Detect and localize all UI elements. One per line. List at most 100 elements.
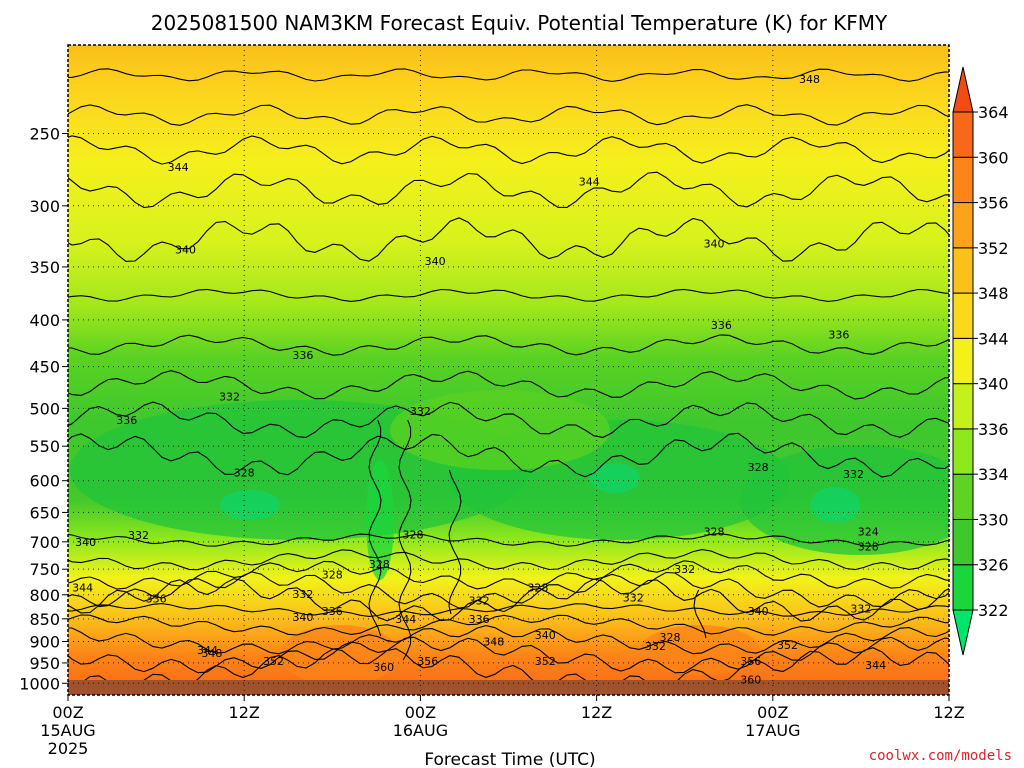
y-tick-label: 550 bbox=[29, 437, 60, 456]
contour-label: 328 bbox=[527, 581, 548, 594]
colorbar-label: 356 bbox=[978, 194, 1009, 213]
contour-label: 340 bbox=[175, 244, 196, 257]
contour-lines bbox=[68, 68, 949, 693]
contour-label: 328 bbox=[322, 568, 343, 581]
contour-label: 344 bbox=[865, 659, 886, 672]
field-blob bbox=[390, 390, 610, 470]
contour-label: 328 bbox=[704, 525, 725, 538]
contour-label: 340 bbox=[704, 238, 725, 251]
colorbar-segment bbox=[952, 564, 974, 611]
colorbar-segment bbox=[952, 292, 974, 339]
contour-line bbox=[68, 370, 949, 400]
contour-line bbox=[368, 419, 382, 637]
colorbar-segment bbox=[952, 473, 974, 520]
colorbar-segment bbox=[952, 383, 974, 430]
contour-label: 332 bbox=[292, 588, 313, 601]
contour-label: 336 bbox=[292, 349, 313, 362]
contour-label: 340 bbox=[292, 611, 313, 624]
contour-line bbox=[693, 589, 707, 639]
contour-label: 336 bbox=[828, 328, 849, 341]
colorbar-segment bbox=[952, 337, 974, 385]
contour-label: 324 bbox=[858, 525, 879, 538]
x-tick-date: 16AUG bbox=[393, 721, 448, 740]
y-tick-label: 850 bbox=[29, 610, 60, 629]
contour-label: 328 bbox=[369, 558, 390, 571]
contour-line bbox=[68, 636, 949, 674]
contour-line bbox=[68, 334, 949, 356]
y-tick-label: 750 bbox=[29, 560, 60, 579]
contour-label: 360 bbox=[740, 673, 761, 686]
terrain-mask bbox=[68, 680, 949, 695]
contour-line bbox=[398, 419, 412, 661]
contour-line bbox=[68, 560, 949, 590]
y-tick-label: 450 bbox=[29, 358, 60, 377]
contour-label: 328 bbox=[403, 528, 424, 541]
contour-label: 332 bbox=[645, 640, 666, 653]
y-tick-label: 600 bbox=[29, 472, 60, 491]
x-tick-date: 15AUG bbox=[40, 721, 95, 740]
chart-title: 2025081500 NAM3KM Forecast Equiv. Potent… bbox=[151, 11, 888, 35]
colorbar-high-arrow bbox=[952, 66, 974, 113]
x-tick-label: 00Z bbox=[405, 703, 436, 722]
contour-label: 340 bbox=[425, 255, 446, 268]
colorbar-low-arrow bbox=[952, 609, 974, 656]
contour-line bbox=[68, 571, 949, 609]
y-tick-label: 400 bbox=[29, 311, 60, 330]
x-tick-label: 00Z bbox=[757, 703, 788, 722]
colorbar-label: 348 bbox=[978, 284, 1009, 303]
contour-label: 360 bbox=[373, 661, 394, 674]
contour-label: 332 bbox=[850, 602, 871, 615]
contour-line bbox=[68, 401, 949, 438]
plot-frame bbox=[67, 44, 950, 696]
contour-label: 352 bbox=[263, 655, 284, 668]
colorbar-label: 340 bbox=[978, 375, 1009, 394]
colorbar-label: 334 bbox=[978, 465, 1009, 484]
contour-label: 336 bbox=[711, 319, 732, 332]
contour-line bbox=[68, 135, 949, 165]
contour-line bbox=[68, 647, 949, 693]
x-tick-label: 12Z bbox=[581, 703, 612, 722]
colorbar-label: 330 bbox=[978, 510, 1009, 529]
y-tick-label: 700 bbox=[29, 533, 60, 552]
contour-label: 352 bbox=[777, 639, 798, 652]
contour-line bbox=[68, 68, 949, 82]
contour-label: 332 bbox=[623, 591, 644, 604]
y-tick-label: 900 bbox=[29, 632, 60, 651]
contour-label: 344 bbox=[72, 581, 93, 594]
contour-line bbox=[68, 603, 949, 617]
contour-label: 340 bbox=[75, 536, 96, 549]
contour-label: 328 bbox=[858, 540, 879, 553]
credit-text: coolwx.com/models bbox=[869, 748, 1012, 764]
contour-line bbox=[448, 469, 462, 615]
colorbar-label: 344 bbox=[978, 329, 1009, 348]
contour-label: 344 bbox=[395, 613, 416, 626]
contour-label: 344 bbox=[168, 161, 189, 174]
colorbar-label: 326 bbox=[978, 556, 1009, 575]
contour-line bbox=[68, 549, 949, 571]
contour-line bbox=[68, 578, 949, 622]
y-tick-label: 650 bbox=[29, 503, 60, 522]
colorbar-segment bbox=[952, 428, 974, 475]
contour-line bbox=[68, 288, 949, 302]
contour-line bbox=[68, 625, 949, 655]
y-tick-label: 800 bbox=[29, 586, 60, 605]
colorbar-label: 322 bbox=[978, 601, 1009, 620]
colorbar-label: 360 bbox=[978, 148, 1009, 167]
contour-label: 336 bbox=[469, 613, 490, 626]
contour-label: 356 bbox=[740, 655, 761, 668]
contour-label: 344 bbox=[579, 175, 600, 188]
contour-label: 348 bbox=[483, 635, 504, 648]
y-tick-label: 250 bbox=[29, 124, 60, 143]
contour-label: 348 bbox=[799, 73, 820, 86]
y-tick-label: 350 bbox=[29, 258, 60, 277]
contour-label: 328 bbox=[748, 461, 769, 474]
contour-label: 328 bbox=[660, 631, 681, 644]
colorbar-label: 364 bbox=[978, 103, 1009, 122]
field-blob bbox=[640, 625, 760, 675]
field-blob bbox=[590, 463, 640, 493]
contour-line bbox=[68, 104, 949, 126]
y-tick-label: 1000 bbox=[19, 674, 60, 693]
contour-line bbox=[68, 614, 949, 636]
